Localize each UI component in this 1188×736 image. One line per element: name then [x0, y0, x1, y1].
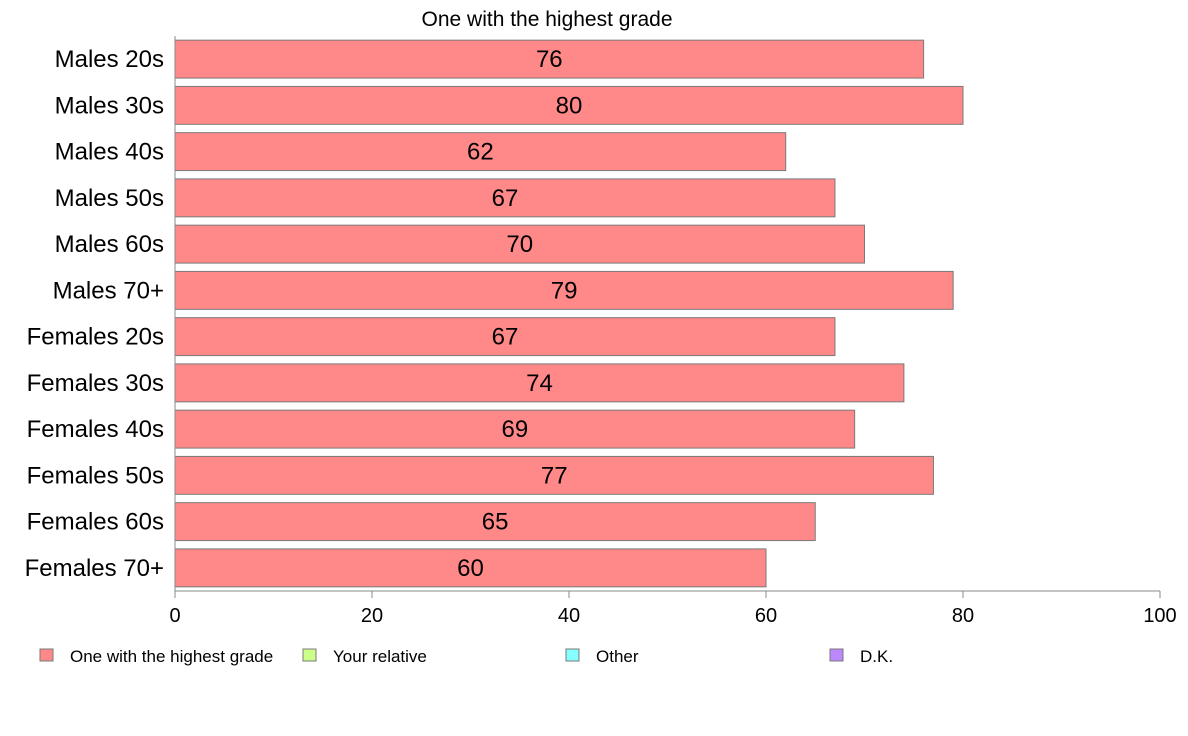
- data-label: 67: [492, 324, 519, 351]
- legend-swatch: [39, 648, 54, 662]
- category-label: Females 70+: [25, 555, 164, 582]
- category-label: Males 40s: [55, 139, 164, 166]
- bar: [174, 317, 836, 357]
- category-label: Males 70+: [53, 277, 164, 304]
- bar: [174, 85, 964, 125]
- legend: One with the highest grade Your relative O…: [39, 647, 893, 666]
- legend-label: Other: [596, 647, 639, 666]
- data-label: 80: [556, 92, 583, 119]
- x-axis: 0 20 40 60 80 100: [169, 36, 1177, 627]
- category-label: Males 30s: [55, 92, 164, 119]
- legend-label: One with the highest grade: [70, 647, 273, 666]
- category-label: Females 30s: [27, 370, 164, 397]
- category-label: Females 20s: [27, 324, 164, 351]
- bars-group: Males 20s 76 Males 30s 80 Males 40s 62 Males 5…: [25, 39, 964, 588]
- x-tick-label: 100: [1143, 605, 1176, 627]
- legend-swatch: [302, 648, 317, 662]
- data-label: 67: [492, 185, 519, 212]
- x-tick-label: 20: [361, 605, 383, 627]
- data-label: 79: [551, 277, 578, 304]
- bar: [174, 39, 925, 79]
- x-tick-label: 40: [558, 605, 580, 627]
- legend-label: D.K.: [860, 647, 893, 666]
- x-tick-label: 0: [169, 605, 180, 627]
- bar: [174, 132, 787, 172]
- data-label: 69: [501, 416, 528, 443]
- data-label: 65: [482, 509, 509, 536]
- bar: [174, 455, 934, 495]
- bar: [174, 548, 767, 588]
- x-tick-label: 60: [755, 605, 777, 627]
- data-label: 60: [457, 555, 484, 582]
- chart-title: One with the highest grade: [422, 8, 673, 31]
- bar: [174, 224, 865, 264]
- data-label: 76: [536, 46, 563, 73]
- legend-label: Your relative: [333, 647, 427, 666]
- bar: [174, 502, 816, 542]
- bar: [174, 270, 954, 310]
- category-label: Females 40s: [27, 416, 164, 443]
- legend-swatch: [565, 648, 580, 662]
- category-label: Females 60s: [27, 509, 164, 536]
- data-label: 70: [506, 231, 533, 258]
- category-label: Males 50s: [55, 185, 164, 212]
- bar: [174, 178, 836, 218]
- category-label: Males 20s: [55, 46, 164, 73]
- data-label: 74: [526, 370, 553, 397]
- data-label: 77: [541, 462, 568, 489]
- category-label: Females 50s: [27, 462, 164, 489]
- legend-swatch: [829, 648, 844, 662]
- category-label: Males 60s: [55, 231, 164, 258]
- x-tick-label: 80: [952, 605, 974, 627]
- data-label: 62: [467, 139, 494, 166]
